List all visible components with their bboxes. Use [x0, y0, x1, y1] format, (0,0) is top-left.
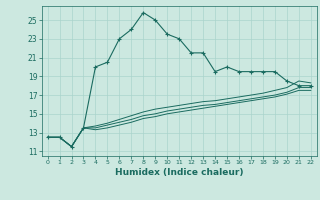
X-axis label: Humidex (Indice chaleur): Humidex (Indice chaleur)	[115, 168, 244, 177]
